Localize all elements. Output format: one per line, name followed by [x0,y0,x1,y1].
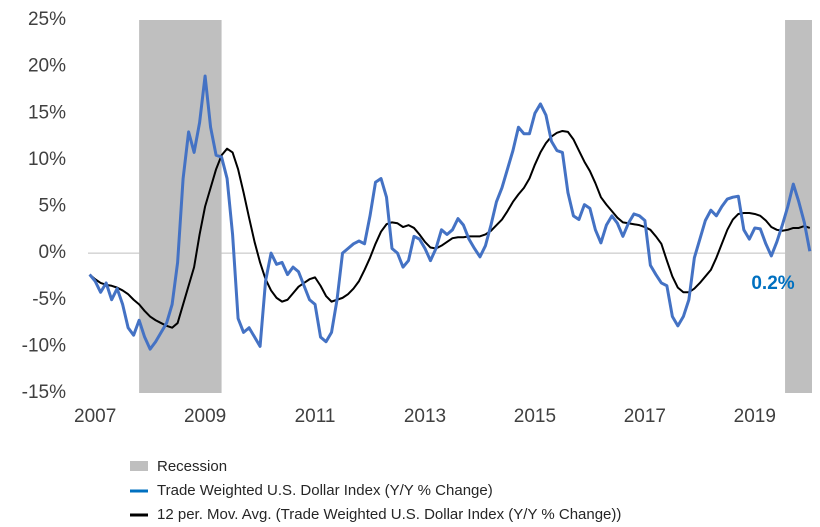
y-tick-label: 10% [28,149,66,170]
plot-area [88,20,812,393]
y-tick-label: 0% [39,242,67,263]
x-tick-label: 2015 [514,406,556,427]
x-tick-label: 2013 [404,406,446,427]
annotation: 0.2% [751,273,794,294]
y-tick-label: 20% [28,56,66,77]
y-tick-label: 5% [39,196,67,217]
x-tick-label: 2017 [624,406,666,427]
legend-label: Trade Weighted U.S. Dollar Index (Y/Y % … [157,482,493,499]
x-tick-label: 2019 [734,406,776,427]
legend-label: Recession [157,458,227,475]
series-line [88,74,812,351]
legend-swatch [130,461,148,471]
x-tick-label: 2009 [184,406,226,427]
legend-label: 12 per. Mov. Avg. (Trade Weighted U.S. D… [157,506,621,523]
y-tick-label: 25% [28,9,66,30]
y-tick-label: -15% [22,382,66,403]
y-tick-label: -10% [22,335,66,356]
x-tick-label: 2011 [295,406,336,427]
x-tick-label: 2007 [74,406,116,427]
y-tick-label: -5% [32,289,66,310]
y-tick-label: 15% [28,102,66,123]
